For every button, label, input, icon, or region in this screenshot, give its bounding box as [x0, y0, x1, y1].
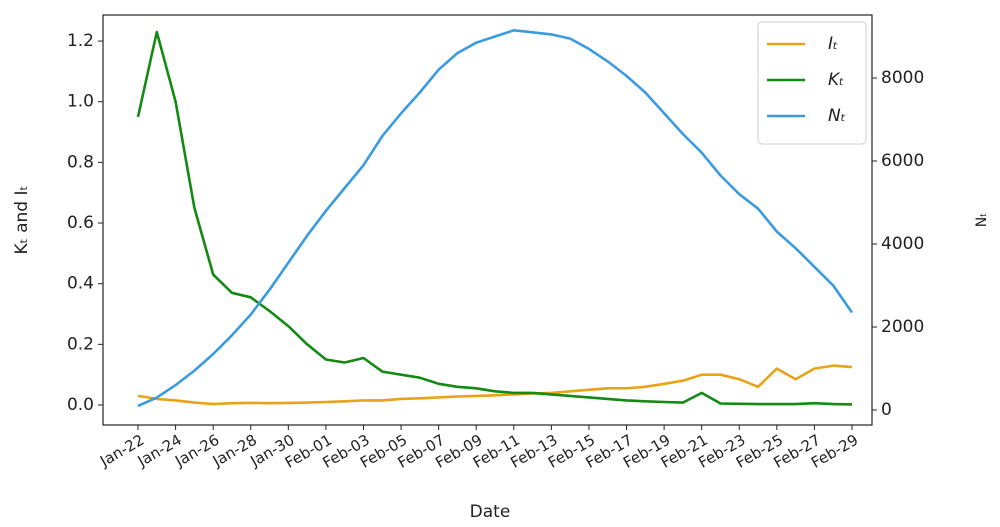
- y2-axis-label: Nₜ: [974, 213, 990, 228]
- y-tick-label: 0.2: [67, 334, 94, 354]
- y-tick-label: 0.0: [67, 395, 94, 415]
- y-tick-label: 1.2: [67, 31, 94, 51]
- series-line: [136, 30, 853, 406]
- y-tick-label: 0.6: [67, 213, 94, 233]
- y2-tick-label: 4000: [881, 234, 924, 254]
- legend-label: Kₜ: [828, 70, 844, 90]
- legend-box: [757, 21, 867, 145]
- y-tick-label: 0.8: [67, 152, 94, 172]
- series-line: [137, 364, 853, 406]
- y2-tick-label: 8000: [881, 68, 924, 88]
- y2-tick-label: 0: [881, 400, 892, 420]
- x-axis-label: Date: [470, 502, 511, 522]
- series-line: [137, 29, 854, 408]
- legend-label: Iₜ: [828, 34, 838, 54]
- y2-tick-label: 2000: [881, 317, 924, 337]
- y-tick-label: 1.0: [67, 92, 94, 112]
- legend-label: Nₜ: [828, 106, 846, 126]
- y2-tick-label: 6000: [881, 151, 924, 171]
- y-axis-label: Kₜ and Iₜ: [12, 186, 32, 255]
- plot-frame: [102, 14, 873, 426]
- y-tick-label: 0.4: [67, 274, 94, 294]
